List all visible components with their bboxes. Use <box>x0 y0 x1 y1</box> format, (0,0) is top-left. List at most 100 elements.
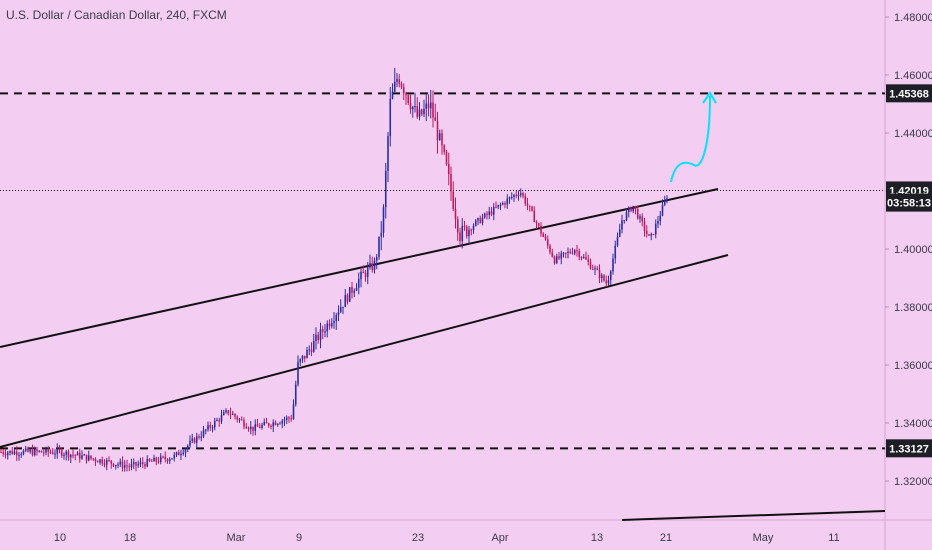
x-tick-label: Apr <box>491 532 508 544</box>
candle-body <box>585 257 587 260</box>
candle-body <box>346 295 349 302</box>
x-tick-label: 10 <box>54 532 66 544</box>
candle-body <box>256 424 259 427</box>
candle-body <box>342 306 344 308</box>
candle-body <box>623 220 626 222</box>
candle-body <box>636 209 639 219</box>
candle-body <box>436 120 439 141</box>
candle-body <box>339 307 342 313</box>
candle-body <box>558 256 560 259</box>
candle-body <box>391 91 394 99</box>
candle-body <box>290 418 293 420</box>
candle-body <box>562 252 565 254</box>
candle-body <box>315 334 317 341</box>
price-label-bg <box>886 193 932 212</box>
candle-body <box>47 448 50 453</box>
candle-body <box>69 454 72 458</box>
candle-body <box>9 450 11 453</box>
candle-body <box>470 229 473 231</box>
candle-body <box>234 414 236 417</box>
candle-body <box>499 204 502 206</box>
candle-body <box>198 436 200 438</box>
candle-body <box>486 213 488 215</box>
candle-body <box>569 251 572 253</box>
candle-body <box>225 410 227 413</box>
candle-body <box>247 428 250 430</box>
candle-body <box>330 323 333 327</box>
candle-body <box>335 315 338 322</box>
candle-body <box>200 436 203 438</box>
candle-body <box>362 271 365 273</box>
candle-body <box>591 268 594 270</box>
candle-body <box>382 207 385 233</box>
candle-body <box>355 287 358 291</box>
candle-body <box>465 226 468 237</box>
candle-body <box>483 213 486 218</box>
candle-body <box>141 462 144 465</box>
trendline-upper <box>0 188 719 348</box>
candle-body <box>114 464 117 467</box>
candle-body <box>283 419 286 421</box>
candle-body <box>132 462 135 465</box>
candle-body <box>560 253 563 259</box>
candle-body <box>490 211 493 215</box>
candle-body <box>258 426 261 428</box>
candle-body <box>220 415 223 422</box>
candle-body <box>180 453 182 456</box>
candle-body <box>497 204 500 208</box>
candle-body <box>184 448 187 453</box>
candle-body <box>265 421 268 424</box>
candle-body <box>319 329 322 341</box>
candle-body <box>535 222 538 224</box>
candle-body <box>661 204 664 216</box>
price-label-bg <box>886 439 932 458</box>
candle-body <box>108 459 110 461</box>
price-label-bg <box>886 84 932 103</box>
candle-body <box>555 256 558 264</box>
candle-body <box>186 445 189 449</box>
candle-body <box>85 454 88 461</box>
candle-body <box>4 453 7 456</box>
candle-body <box>456 219 459 233</box>
candle-body <box>517 194 520 196</box>
candle-body <box>461 225 464 242</box>
candle-body <box>407 95 410 103</box>
x-tick-label: 13 <box>591 532 603 544</box>
candle-body <box>99 459 101 463</box>
candle-body <box>351 287 353 293</box>
candle-body <box>92 458 95 460</box>
candle-body <box>94 458 97 462</box>
candle-body <box>270 425 272 427</box>
candle-body <box>652 233 655 235</box>
candle-body <box>418 109 421 117</box>
candle-body <box>384 170 387 208</box>
candle-body <box>596 268 599 270</box>
x-tick-label: Mar <box>227 532 246 544</box>
candle-body <box>405 93 407 96</box>
candle-body <box>414 106 416 108</box>
candle-body <box>371 262 374 270</box>
candle-body <box>182 452 185 454</box>
candle-body <box>285 417 288 420</box>
candle-body <box>144 464 146 467</box>
y-tick-label: 1.46000 <box>894 70 932 82</box>
candle-body <box>33 449 36 456</box>
candle-body <box>87 455 90 461</box>
candle-body <box>432 102 434 118</box>
candle-body <box>603 275 605 281</box>
candle-body <box>612 258 614 272</box>
candle-body <box>130 464 133 467</box>
candle-body <box>252 426 254 431</box>
candle-body <box>438 133 441 141</box>
candle-body <box>553 256 556 264</box>
candle-body <box>209 425 212 428</box>
candle-body <box>128 466 131 468</box>
candle-body <box>389 98 392 137</box>
candle-body <box>571 252 574 254</box>
candle-body <box>261 424 263 428</box>
candle-body <box>614 245 617 259</box>
candle-body <box>648 234 650 236</box>
candle-body <box>164 456 167 460</box>
